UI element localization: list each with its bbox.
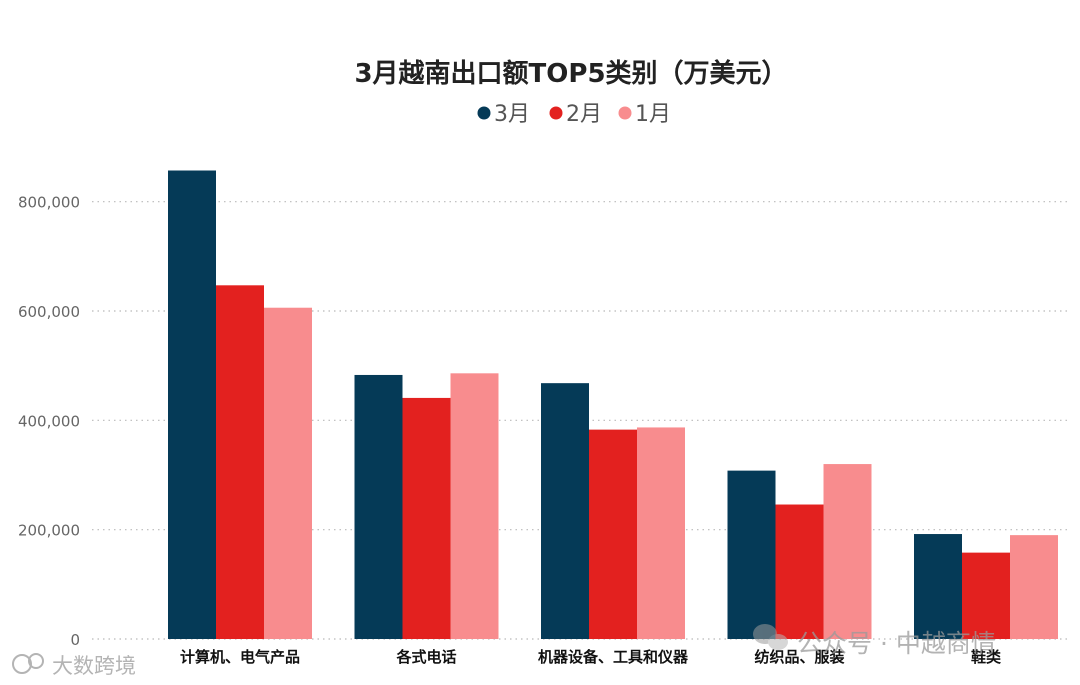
bar [541,383,589,639]
source-logo-text: 大数跨境 [52,654,136,678]
bar [168,170,216,640]
y-axis: 0 200,000 400,000 600,000 800,000 [18,194,80,649]
bar [775,504,824,639]
logo-icon [12,653,44,674]
bar [727,470,776,639]
bar [216,285,264,639]
legend-item: 1月 [618,102,671,127]
wechat-icon [753,624,788,650]
legend-label: 2月 [566,102,602,127]
bar [450,373,499,639]
y-tick-label: 200,000 [18,522,80,540]
bar [264,307,312,639]
source-logo: 大数跨境 [12,653,136,678]
bar [402,397,451,639]
bar [823,464,872,639]
x-tick-label: 纺织品、服装 [754,648,845,666]
bar-group [354,373,499,639]
bar [962,552,1010,639]
bar [914,534,962,639]
bar [637,427,685,639]
bar-group [541,383,685,639]
legend-swatch [477,106,491,120]
bar [589,429,637,639]
x-axis: 计算机、电气产品 各式电话 机器设备、工具和仪器 纺织品、服装 鞋类 [180,648,1002,666]
bar-group [914,534,1058,639]
x-tick-label: 各式电话 [395,648,456,666]
y-tick-label: 400,000 [18,412,80,430]
chart-title: 3月越南出口额TOP5类别（万美元） [354,58,787,89]
watermark: 公众号 · 中越商情 [753,624,996,658]
gridlines [92,201,1070,640]
x-tick-label: 机器设备、工具和仪器 [538,648,689,666]
bar-group [727,464,872,639]
y-tick-label: 800,000 [18,194,80,212]
legend-item: 3月 [477,102,530,127]
legend-swatch [618,106,632,120]
bar-group [168,170,312,640]
legend-swatch [549,106,563,120]
x-tick-label: 鞋类 [971,648,1002,666]
legend-label: 1月 [635,102,671,127]
x-tick-label: 计算机、电气产品 [180,648,300,666]
legend: 3月 2月 1月 [477,102,671,127]
y-tick-label: 600,000 [18,303,80,321]
bar [354,374,403,639]
legend-label: 3月 [494,102,530,127]
legend-item: 2月 [549,102,602,127]
y-tick-label: 0 [70,631,80,649]
bar [1010,535,1058,639]
bars [168,170,1058,640]
watermark-text: 公众号 · 中越商情 [797,629,996,658]
